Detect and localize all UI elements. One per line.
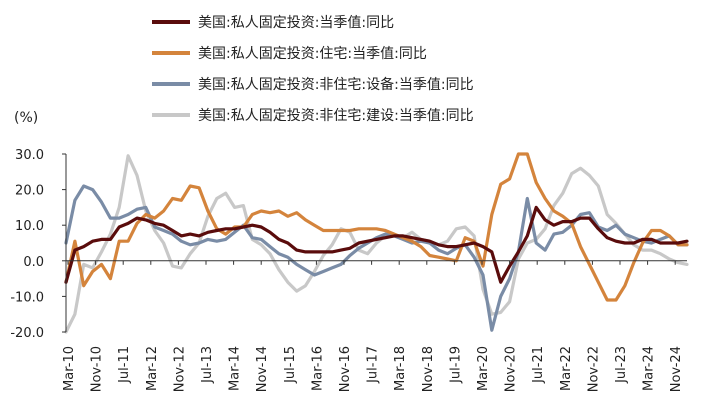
x-tick-label: Mar-24 [642,346,657,391]
x-tick-label: Jul-15 [283,346,298,384]
x-tick-label: Nov-14 [255,346,270,392]
x-tick-label: Mar-10 [62,346,77,391]
x-tick-label: Nov-20 [504,346,519,392]
x-tick-label: Jul-17 [366,346,381,384]
legend: 美国:私人固定投资:当季值:同比美国:私人固定投资:住宅:当季值:同比美国:私人… [152,15,474,124]
x-tick-label: Jul-21 [531,346,546,384]
x-axis: Mar-10 Nov-10 Jul-11 Mar-12 Nov-12 Jul-13 Mar-… [62,260,687,392]
y-tick-label: 10.0 [15,219,44,234]
x-tick-label: Mar-14 [228,346,243,391]
x-tick-label: Mar-22 [559,346,574,391]
y-axis-unit-label: (%) [14,110,38,126]
x-tick-label: Mar-18 [393,346,408,391]
x-tick-label: Jul-19 [448,346,463,384]
x-tick-label: Nov-12 [172,346,187,392]
x-tick-label: Nov-10 [90,346,105,392]
x-tick-label: Mar-16 [310,346,325,391]
y-tick-label: 30.0 [15,148,44,163]
y-axis: 30.0 20.0 10.0 0.0 -10.0 -20.0 [10,148,67,341]
legend-label-4: 美国:私人固定投资:非住宅:建设:当季值:同比 [198,108,474,124]
y-tick-label: 0.0 [23,255,44,270]
y-tick-label: -10.0 [10,290,44,305]
x-tick-label: Nov-24 [669,346,684,392]
y-tick-label: -20.0 [10,326,44,341]
legend-label-2: 美国:私人固定投资:住宅:当季值:同比 [198,46,427,62]
series-line-3 [64,184,689,332]
series-line-2 [64,152,689,302]
y-tick-label: 20.0 [15,184,44,199]
x-tick-label: Jul-13 [200,346,215,384]
plot-area [64,152,689,334]
legend-label-3: 美国:私人固定投资:非住宅:设备:当季值:同比 [198,76,474,93]
x-tick-label: Jul-11 [117,346,132,384]
x-tick-label: Nov-22 [586,346,601,392]
x-tick-label: Mar-12 [145,346,160,391]
x-tick-label: Nov-18 [421,346,436,392]
series-line-1 [64,205,689,284]
x-tick-label: Mar-20 [476,346,491,391]
legend-label-1: 美国:私人固定投资:当季值:同比 [198,15,394,31]
x-tick-label: Nov-16 [338,346,353,392]
series-line-4 [64,154,689,334]
x-tick-label: Jul-23 [614,346,629,384]
